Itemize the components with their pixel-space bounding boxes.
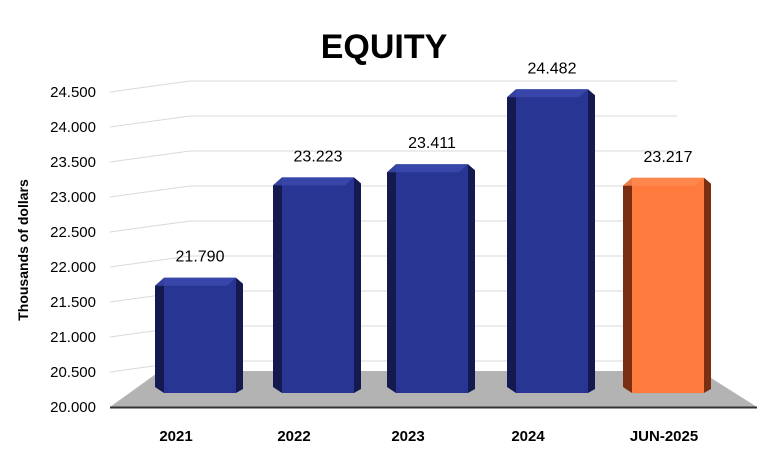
bar-edge: [468, 164, 475, 393]
bar-top: [387, 164, 468, 173]
x-tick-label: JUN-2025: [630, 428, 698, 445]
bar-front: [516, 89, 588, 393]
bar-top: [155, 277, 236, 286]
bar: [387, 164, 475, 393]
bar-top: [273, 177, 354, 186]
chart-title: EQUITY: [321, 28, 448, 66]
x-tick-label: 2022: [277, 428, 310, 445]
bar: [155, 277, 243, 393]
bar-top: [507, 89, 588, 98]
bar-side: [387, 164, 396, 393]
y-tick-label: 21.000: [50, 329, 96, 346]
bar-side: [273, 177, 282, 393]
y-tick-label: 20.500: [50, 364, 96, 381]
data-label: 23.223: [294, 148, 343, 165]
x-tick-label: 2023: [391, 428, 424, 445]
y-tick-label: 24.500: [50, 84, 96, 101]
bar-edge: [354, 177, 361, 393]
data-labels: 21.790 23.223 23.411 24.482 23.217: [176, 60, 693, 265]
data-label: 23.217: [644, 149, 693, 166]
bar-front: [632, 177, 704, 393]
bar: [507, 89, 595, 393]
bar-edge: [236, 277, 243, 393]
bar-edge: [588, 89, 595, 393]
gridline: [109, 80, 677, 93]
y-tick-label: 22.000: [50, 259, 96, 276]
bar: [623, 177, 711, 393]
y-tick-label: 20.000: [50, 399, 96, 416]
y-tick-label: 22.500: [50, 224, 96, 241]
x-axis-ticks: 2021 2022 2023 2024 JUN-2025: [159, 428, 698, 445]
y-axis-ticks: 20.000 20.500 21.000 21.500 22.000 22.500 23.0…: [50, 84, 96, 416]
y-tick-label: 23.000: [50, 189, 96, 206]
bar-edge: [704, 177, 711, 393]
x-tick-label: 2024: [511, 428, 545, 445]
y-axis-label: Thousands of dollars: [15, 179, 31, 321]
bar-front: [282, 177, 354, 393]
y-tick-label: 23.500: [50, 154, 96, 171]
bar-front: [396, 164, 468, 393]
gridlines: [109, 80, 677, 373]
data-label: 24.482: [528, 60, 577, 77]
data-label: 23.411: [408, 135, 456, 152]
bar-top: [623, 177, 704, 186]
x-tick-label: 2021: [159, 428, 192, 445]
bar-series: [155, 89, 711, 393]
bar-side: [507, 89, 516, 393]
bar-front: [164, 277, 236, 393]
data-label: 21.790: [176, 249, 225, 266]
bar-side: [155, 277, 164, 393]
bar-side: [623, 177, 632, 393]
y-tick-label: 21.500: [50, 294, 96, 311]
y-tick-label: 24.000: [50, 119, 96, 136]
bar: [273, 177, 361, 393]
